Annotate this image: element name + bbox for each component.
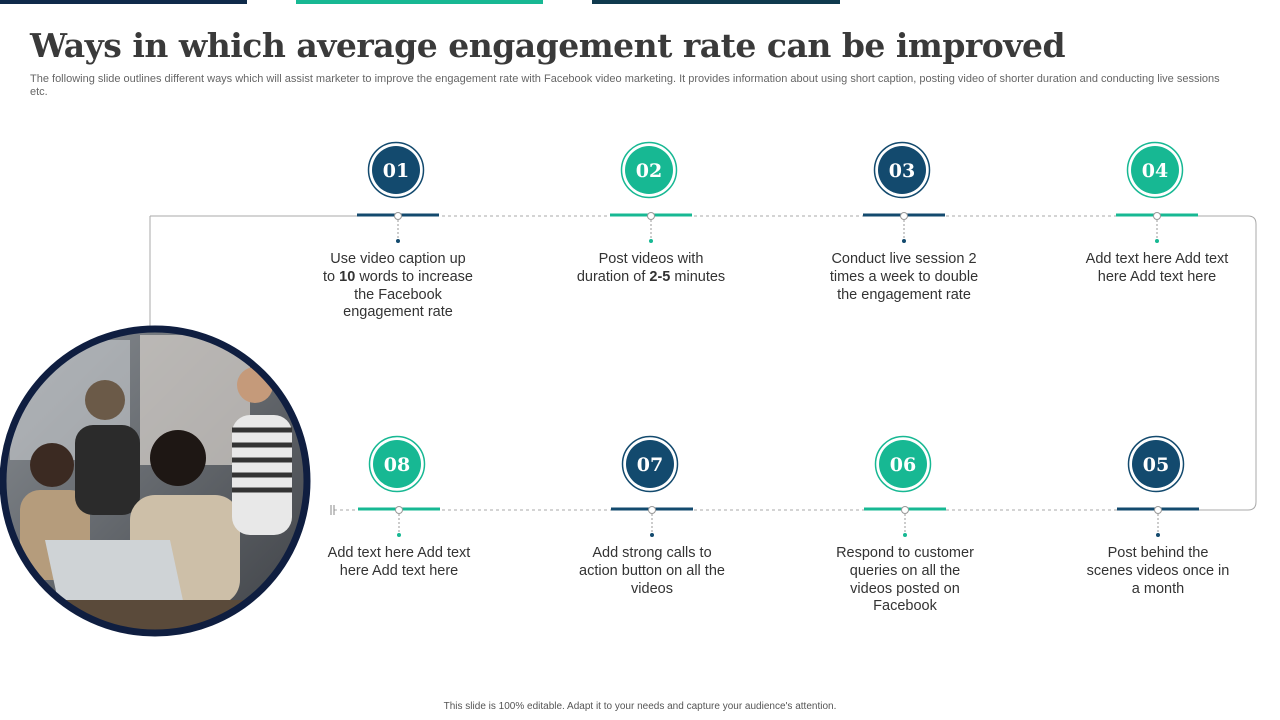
step-node	[395, 506, 403, 514]
step-node	[901, 506, 909, 514]
step-text-run: minutes	[670, 268, 726, 285]
connector	[1200, 215, 1257, 511]
step-number: 08	[384, 454, 410, 476]
footer: This slide is 100% editable. Adapt it to…	[443, 701, 837, 712]
step-text-run: Conduct live session 2 times a week to d…	[829, 251, 979, 303]
step-text: Add strong calls to action button on all…	[577, 545, 727, 598]
step-dot	[649, 239, 653, 243]
step-badge	[878, 146, 926, 194]
step-number: 03	[889, 160, 915, 182]
step-text-run: Use video caption up to	[323, 251, 466, 285]
step-badge	[1131, 146, 1179, 194]
step-dot	[650, 533, 654, 537]
photo-frame	[0, 325, 311, 637]
step-dot	[396, 239, 400, 243]
step-dot	[902, 239, 906, 243]
step-text-run: Add strong calls to action button on all…	[579, 545, 725, 597]
connector	[149, 215, 358, 330]
step-text-run: Add text here Add text here Add text her…	[1085, 251, 1229, 285]
step-dot	[903, 533, 907, 537]
step-dot	[1155, 239, 1159, 243]
step-node	[648, 506, 656, 514]
step-badge	[625, 146, 673, 194]
step-number: 02	[636, 160, 662, 182]
step-text: Add text here Add text here Add text her…	[324, 545, 474, 581]
step-badge	[373, 440, 421, 488]
top-bar	[296, 0, 543, 4]
step-text: Add text here Add text here Add text her…	[1082, 251, 1232, 287]
step-text: Post videos with duration of 2-5 minutes	[576, 251, 726, 287]
step-number: 07	[637, 454, 663, 476]
step-badge	[626, 440, 674, 488]
step-badge	[1132, 440, 1180, 488]
step-node	[900, 212, 908, 220]
step-text-run: Post videos with duration of	[576, 251, 704, 285]
step-text-run: Respond to customer queries on all the v…	[836, 545, 974, 615]
step-node	[1153, 212, 1161, 220]
step-dot	[1156, 533, 1160, 537]
step-text-run: 2-5	[649, 268, 671, 285]
step-badge	[879, 440, 927, 488]
step-text-run: 10	[339, 268, 356, 285]
title: Ways in which average engagement rate ca…	[30, 26, 1066, 65]
step-number: 06	[890, 454, 916, 476]
step-node	[1154, 506, 1162, 514]
step-text: Conduct live session 2 times a week to d…	[829, 251, 979, 304]
step-number: 05	[1143, 454, 1169, 476]
subtitle: The following slide outlines different w…	[30, 73, 1220, 98]
step-text-run: words to increase the Facebook engagemen…	[343, 268, 473, 321]
step-text-run: Add text here Add text here Add text her…	[327, 545, 471, 579]
step-dot	[397, 533, 401, 537]
top-bar	[592, 0, 840, 4]
step-number: 04	[1142, 160, 1168, 182]
top-bar	[0, 0, 247, 4]
step-node	[647, 212, 655, 220]
step-text: Use video caption up to 10 words to incr…	[323, 251, 473, 322]
step-node	[394, 212, 402, 220]
step-text-run: Post behind the scenes videos once in a …	[1086, 545, 1230, 597]
step-number: 01	[383, 160, 409, 182]
line-end	[330, 505, 335, 515]
step-text: Post behind the scenes videos once in a …	[1083, 545, 1233, 598]
step-text: Respond to customer queries on all the v…	[830, 545, 980, 616]
step-badge	[372, 146, 420, 194]
